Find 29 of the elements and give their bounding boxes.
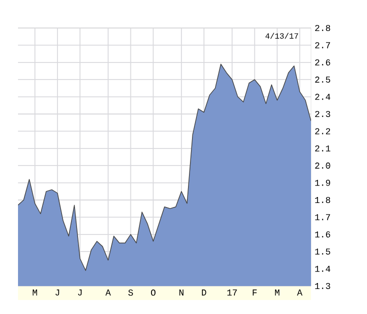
x-tick-label: A [297, 290, 302, 296]
y-tick-label: 2.1 [315, 145, 330, 152]
annotation: 4/13/17 [265, 32, 298, 39]
x-tick-label: D [202, 290, 206, 296]
x-tick-label: M [32, 290, 38, 296]
y-tick-label: 2.7 [315, 42, 330, 48]
y-tick-label: 2.4 [315, 94, 330, 100]
y-tick-label: 1.3 [315, 282, 330, 290]
y-tick-label: 1.9 [315, 180, 330, 186]
y-tick-label: 1.8 [315, 196, 330, 204]
x-tick-label: J [78, 290, 82, 296]
y-tick-label: 1.7 [315, 214, 330, 220]
x-tick-label: A [105, 290, 111, 296]
y-tick-label: 2.3 [315, 110, 330, 118]
y-tick-label: 2.0 [315, 162, 330, 169]
y-tick-label: 2.8 [315, 24, 330, 32]
x-tick-label: N [179, 290, 184, 296]
y-tick-label: 2.5 [315, 76, 330, 83]
x-tick-label: M [275, 290, 280, 296]
y-tick-label: 1.4 [315, 266, 330, 272]
x-tick-label: F [252, 290, 257, 296]
y-tick-label: 2.2 [315, 128, 330, 134]
x-tick-label: O [150, 290, 156, 296]
x-tick-label: S [128, 290, 133, 296]
y-tick-label: 2.6 [315, 59, 330, 66]
x-tick-label: J [56, 290, 60, 296]
y-tick-label: 1.6 [315, 231, 330, 238]
x-tick-label: 17 [227, 290, 237, 296]
y-tick-label: 1.5 [315, 248, 330, 255]
